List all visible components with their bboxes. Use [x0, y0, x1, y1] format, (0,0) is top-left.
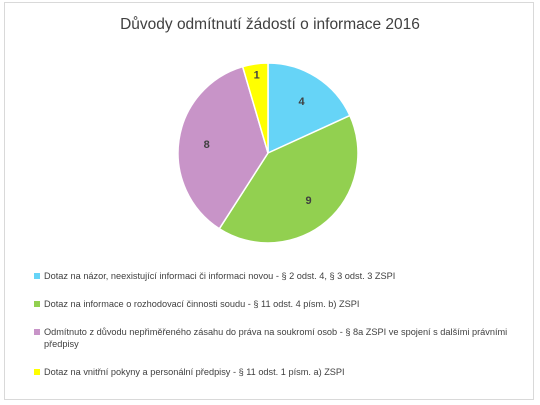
- pie-slice-1: [267, 62, 351, 155]
- data-label-3: 8: [204, 139, 210, 151]
- data-label-2: 9: [306, 195, 312, 207]
- legend-label-4: Dotaz na vnitřní pokyny a personální pře…: [44, 367, 345, 377]
- legend-label-2: Dotaz na informace o rozhodovací činnost…: [44, 299, 360, 309]
- legend-label-1: Dotaz na názor, neexistující informaci č…: [44, 271, 396, 281]
- legend: Dotaz na názor, neexistující informaci č…: [34, 270, 514, 394]
- pie-slice-2: [218, 114, 359, 244]
- data-label-1: 4: [298, 96, 305, 108]
- legend-swatch-2: [34, 301, 40, 307]
- legend-entry-2: Dotaz na informace o rozhodovací činnost…: [34, 298, 514, 310]
- legend-entry-4: Dotaz na vnitřní pokyny a personální pře…: [34, 366, 514, 378]
- pie-slice-4: [241, 62, 269, 154]
- data-label-4: 1: [254, 70, 260, 82]
- chart-title: Důvody odmítnutí žádostí o informace 201…: [120, 16, 420, 33]
- legend-entry-3: Odmítnuto z důvodu nepřiměřeného zásahu …: [34, 326, 514, 350]
- legend-swatch-3: [34, 329, 40, 335]
- legend-label-3: Odmítnuto z důvodu nepřiměřeného zásahu …: [44, 327, 508, 349]
- legend-swatch-1: [34, 273, 40, 279]
- legend-swatch-4: [34, 369, 40, 375]
- pie-slice-3: [177, 65, 269, 230]
- legend-entry-1: Dotaz na názor, neexistující informaci č…: [34, 270, 514, 282]
